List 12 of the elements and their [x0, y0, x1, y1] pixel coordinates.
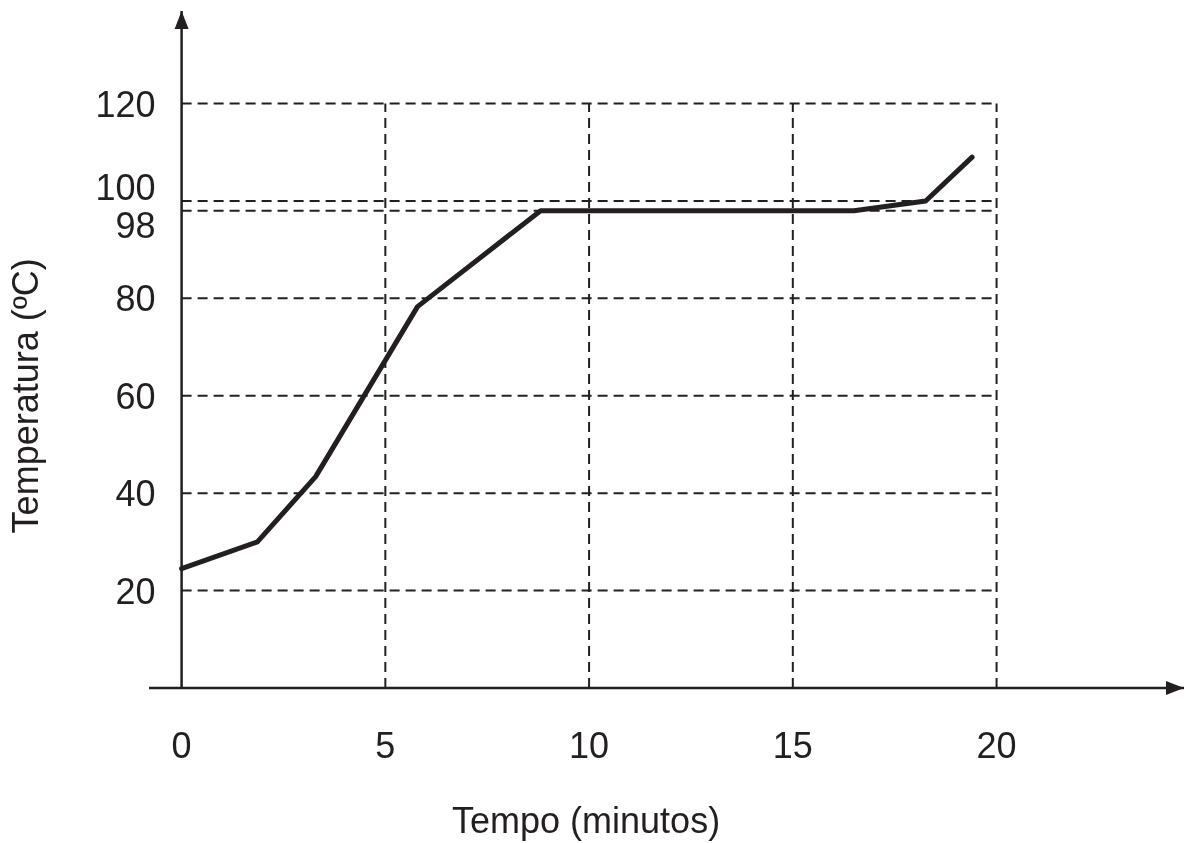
x-tick-label: 10 [569, 725, 610, 766]
x-axis-title: Tempo (minutos) [452, 800, 721, 841]
y-tick-label: 60 [115, 375, 156, 417]
x-tick-label: 15 [772, 725, 813, 766]
y-axis-title: Temperatura (ºC) [5, 258, 46, 534]
x-tick-label: 5 [375, 725, 396, 766]
x-tick-label: 0 [171, 725, 192, 766]
y-tick-label: 80 [115, 278, 156, 320]
x-tick-label: 20 [976, 725, 1017, 766]
y-tick-label: 20 [115, 570, 156, 612]
y-tick-label: 40 [115, 473, 156, 515]
y-tick-label: 120 [95, 83, 156, 125]
